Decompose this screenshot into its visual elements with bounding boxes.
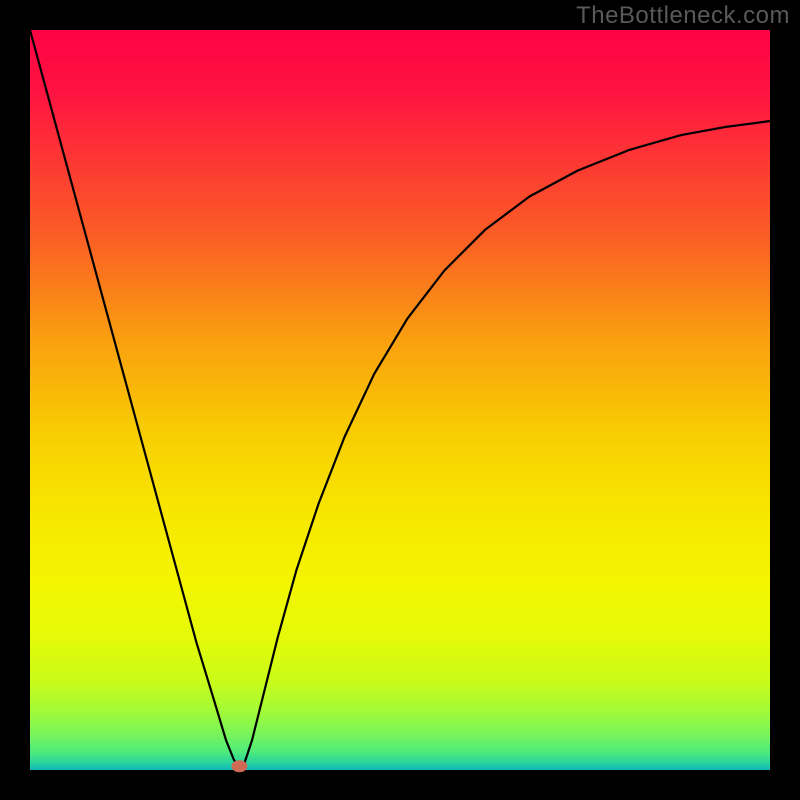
optimum-marker [231, 760, 247, 772]
bottleneck-chart [0, 0, 800, 800]
chart-container: TheBottleneck.com [0, 0, 800, 800]
watermark-text: TheBottleneck.com [576, 2, 790, 30]
